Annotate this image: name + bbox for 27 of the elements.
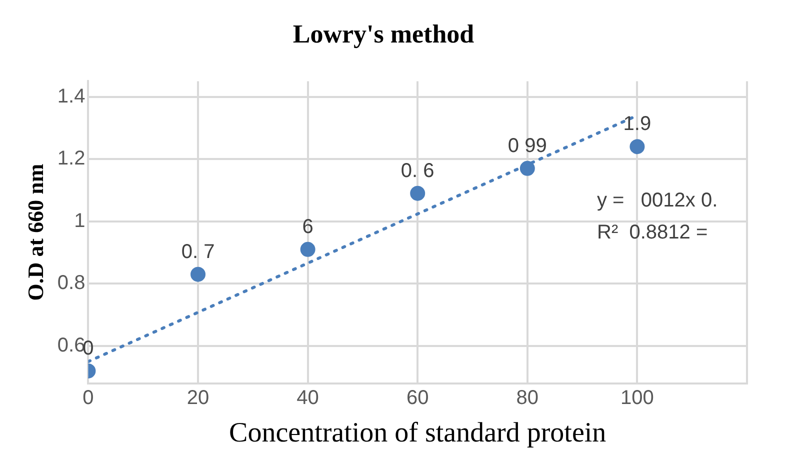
point [520, 160, 535, 176]
x-tick-label: 20 [186, 386, 210, 409]
point [410, 186, 426, 201]
y-tick-label: 1.4 [57, 85, 86, 108]
annotation: 1.9 [623, 113, 652, 136]
y-tick-label: 0.8 [57, 272, 86, 294]
annotation: 6 [302, 216, 314, 238]
annotation: R² 0.8812 = [597, 222, 708, 244]
y-tick-label: 1.2 [57, 148, 86, 170]
x-tick-label: 100 [620, 386, 654, 409]
annotation: 0 99 [508, 134, 547, 157]
x-tick-label: 0 [82, 386, 94, 409]
annotation: 0. 6 [400, 160, 434, 182]
x-tick-label: 40 [296, 386, 319, 409]
point [300, 242, 316, 257]
x-tick-label: 60 [406, 386, 429, 409]
point [630, 139, 645, 154]
y-tick-label: 1 [74, 210, 86, 232]
chart-title: Lowry's method [292, 19, 475, 48]
annotation: 0. 7 [181, 240, 215, 263]
x-tick-label: 80 [516, 386, 539, 409]
point [190, 266, 206, 282]
x-axis-title: Concentration of standard protein [229, 418, 606, 449]
annotation: 0 [82, 337, 94, 360]
y-axis-title: O.D at 660 nm [22, 164, 48, 301]
annotation: y = 0012x 0. [597, 190, 718, 212]
y-tick-label: 0.6 [57, 334, 86, 357]
